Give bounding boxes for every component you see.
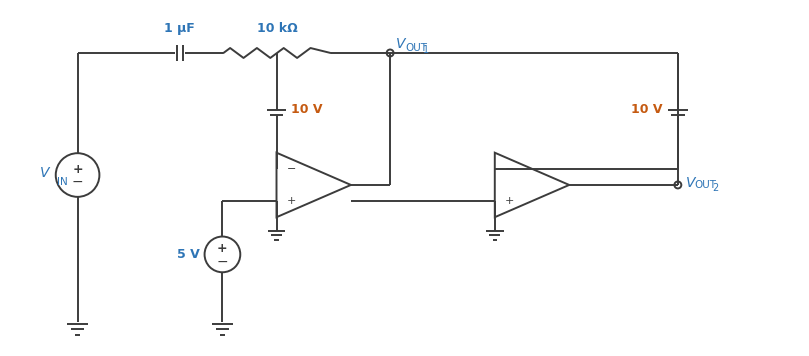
Text: 1 μF: 1 μF	[164, 22, 195, 35]
Text: IN: IN	[57, 177, 67, 187]
Text: 2: 2	[713, 183, 719, 193]
Text: −: −	[505, 164, 514, 174]
Text: 10 V: 10 V	[291, 103, 323, 116]
Text: 10 V: 10 V	[632, 103, 663, 116]
Text: 10 kΩ: 10 kΩ	[256, 22, 298, 35]
Text: −: −	[286, 164, 296, 174]
Text: −: −	[217, 254, 228, 268]
Text: −: −	[72, 175, 83, 189]
Text: OUT: OUT	[695, 180, 717, 190]
Text: +: +	[505, 196, 514, 206]
Text: 5 V: 5 V	[177, 248, 200, 261]
Text: 1: 1	[423, 45, 429, 55]
Text: OUT: OUT	[405, 43, 427, 53]
Text: +: +	[217, 242, 228, 255]
Text: V: V	[396, 37, 405, 51]
Text: +: +	[286, 196, 296, 206]
Text: V: V	[686, 176, 695, 190]
Text: +: +	[72, 163, 83, 176]
Text: V: V	[40, 166, 50, 180]
